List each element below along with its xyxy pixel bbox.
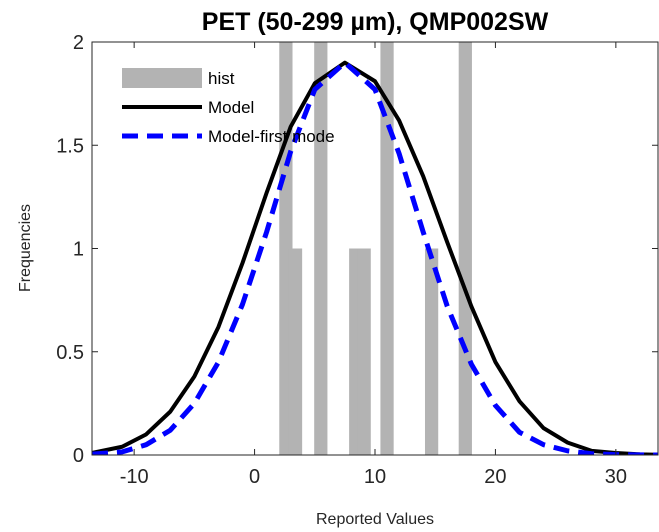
y-tick-label: 1.5 — [56, 135, 84, 157]
x-tick-label: -10 — [120, 466, 149, 488]
legend: hist Model Model-first mode — [122, 68, 335, 146]
hist-bar-1 — [288, 248, 303, 455]
plot-area — [92, 42, 658, 455]
x-tick-label: 20 — [484, 466, 506, 488]
hist-bar-6 — [424, 248, 439, 455]
plot-contents — [92, 42, 658, 455]
x-tick-label: 0 — [249, 466, 260, 488]
y-axis-label: Frequencies — [17, 204, 34, 292]
y-tick-label: 0 — [73, 445, 84, 467]
legend-swatch-hist — [122, 68, 202, 88]
model-first-mode-line — [92, 60, 658, 455]
y-tick-label: 2 — [73, 32, 84, 54]
hist-bar-7 — [458, 42, 472, 455]
legend-label-hist: hist — [208, 69, 235, 88]
chart-title: PET (50-299 µm), QMP002SW — [202, 8, 549, 36]
x-axis-label: Reported Values — [316, 511, 434, 528]
x-tick-label: 10 — [364, 466, 386, 488]
y-tick-label: 1 — [73, 239, 84, 261]
legend-label-model-first-mode: Model-first mode — [208, 127, 335, 146]
x-tick-label: 30 — [605, 466, 627, 488]
model-line — [92, 60, 658, 455]
y-tick-label: 0.5 — [56, 342, 84, 364]
hist-bar-4 — [357, 248, 371, 455]
hist-bar-2 — [314, 42, 328, 455]
hist-bar-5 — [380, 42, 394, 455]
axes: -10 0 10 20 30 0 0.5 1 1.5 2 — [56, 32, 659, 488]
legend-label-model: Model — [208, 98, 254, 117]
axes-box — [91, 41, 659, 456]
